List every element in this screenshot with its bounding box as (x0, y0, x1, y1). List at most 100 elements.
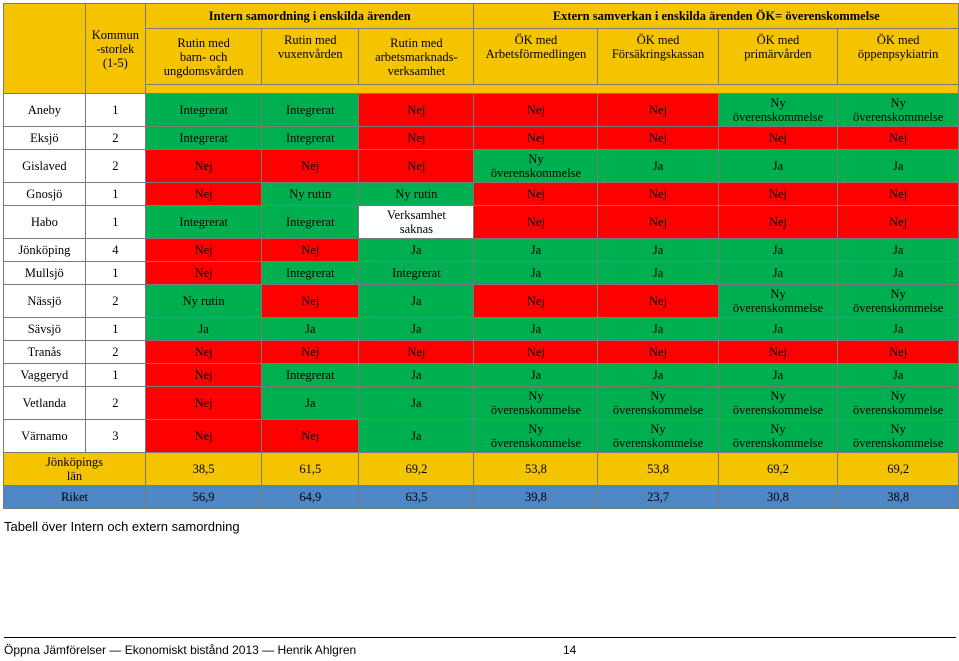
header-primarvarden: ÖK med primärvården (717, 28, 839, 85)
status-cell: Nej (144, 340, 263, 364)
kommun-size: 4 (84, 238, 146, 262)
kommun-name: Mullsjö (3, 261, 86, 285)
status-cell: Nej (717, 182, 839, 206)
footer-divider (4, 637, 956, 638)
status-cell: Ja (837, 261, 959, 285)
status-cell: Ja (358, 284, 475, 318)
table-row: Jönköping 4 Nej Nej Ja Ja Ja Ja Ja (3, 238, 959, 262)
status-cell: Ny överenskommelse (473, 149, 599, 183)
status-cell: Ja (717, 261, 839, 285)
status-cell: Nej (144, 238, 263, 262)
corner-cell (3, 3, 86, 94)
table-row: Värnamo 3 Nej Nej Ja Ny överenskommelse Ny öve… (3, 419, 959, 453)
status-cell: Verksamhet saknas (358, 205, 475, 239)
status-cell: Ja (717, 363, 839, 387)
status-cell: Ja (473, 238, 599, 262)
status-cell: Nej (261, 284, 360, 318)
status-cell: Nej (144, 261, 263, 285)
status-cell: Ja (837, 363, 959, 387)
status-cell: Ny överenskommelse (837, 419, 959, 453)
table-row: Vaggeryd 1 Nej Integrerat Ja Ja Ja Ja Ja (3, 363, 959, 387)
status-cell: Nej (837, 126, 959, 150)
kommun-size: 1 (84, 182, 146, 206)
status-cell: Nej (261, 419, 360, 453)
status-cell: Integrerat (261, 126, 360, 150)
status-cell: Ny överenskommelse (717, 93, 839, 127)
status-cell: Ja (717, 317, 839, 341)
status-cell: Nej (358, 340, 475, 364)
kommun-name: Vetlanda (3, 386, 86, 420)
status-cell: Nej (717, 340, 839, 364)
kommun-name: Gnosjö (3, 182, 86, 206)
table-caption: Tabell över Intern och extern samordning (4, 519, 240, 534)
status-cell: Ja (597, 149, 719, 183)
status-cell: Integrerat (261, 363, 360, 387)
table-row: Habo 1 Integrerat Integrerat Verksamhet sakn… (3, 205, 959, 239)
summary-label: Riket (3, 485, 146, 509)
summary-value: 61,5 (261, 452, 360, 486)
footer-text: Öppna Jämförelser — Ekonomiskt bistånd 2… (4, 643, 357, 657)
summary-value: 64,9 (261, 485, 360, 509)
kommun-size: 2 (84, 284, 146, 318)
table-row: Gislaved 2 Nej Nej Nej Ny överenskommelse Ja Ja… (3, 149, 959, 183)
header-arbetsmarknad: Rutin med arbetsmarknads- verksamhet (358, 28, 475, 85)
status-cell: Integrerat (261, 205, 360, 239)
table-row: Tranås 2 Nej Nej Nej Nej Nej Nej Nej (3, 340, 959, 364)
kommun-size: 2 (84, 126, 146, 150)
status-cell: Ny rutin (144, 284, 263, 318)
status-cell: Ja (837, 317, 959, 341)
status-cell: Ny rutin (261, 182, 360, 206)
status-cell: Nej (597, 93, 719, 127)
status-cell: Nej (144, 419, 263, 453)
status-cell: Nej (144, 386, 263, 420)
lan-summary-row: Jönköpings län 38,5 61,5 69,2 53,8 53,8 69,2 69… (3, 452, 959, 486)
status-cell: Nej (473, 126, 599, 150)
status-cell: Ja (717, 238, 839, 262)
status-cell: Ja (358, 419, 475, 453)
status-cell: Integrerat (261, 93, 360, 127)
summary-value: 30,8 (717, 485, 839, 509)
status-cell: Nej (837, 340, 959, 364)
status-cell: Nej (144, 363, 263, 387)
status-cell: Nej (473, 93, 599, 127)
status-cell: Ny överenskommelse (597, 386, 719, 420)
status-cell: Ja (837, 149, 959, 183)
status-cell: Nej (837, 205, 959, 239)
status-cell: Nej (597, 182, 719, 206)
kommun-name: Nässjö (3, 284, 86, 318)
kommun-size: 3 (84, 419, 146, 453)
table-row: Gnosjö 1 Nej Ny rutin Ny rutin Nej Nej Nej Nej (3, 182, 959, 206)
status-cell: Ny överenskommelse (837, 284, 959, 318)
status-cell: Nej (473, 182, 599, 206)
status-cell: Nej (473, 284, 599, 318)
status-cell: Ja (261, 317, 360, 341)
status-cell: Ja (261, 386, 360, 420)
status-cell: Ja (473, 261, 599, 285)
summary-value: 23,7 (597, 485, 719, 509)
summary-value: 53,8 (597, 452, 719, 486)
status-cell: Ny överenskommelse (473, 386, 599, 420)
page-number: 14 (563, 643, 577, 657)
status-cell: Nej (473, 340, 599, 364)
header-extern-group: Extern samverkan i enskilda ärenden ÖK= … (473, 3, 959, 29)
status-cell: Ny överenskommelse (837, 93, 959, 127)
status-cell: Nej (261, 340, 360, 364)
status-cell: Nej (597, 340, 719, 364)
kommun-size: 1 (84, 363, 146, 387)
summary-label: Jönköpings län (3, 452, 146, 486)
status-cell: Ny överenskommelse (837, 386, 959, 420)
kommun-size: 2 (84, 386, 146, 420)
header-kommun-storlek: Kommun -storlek (1-5) (84, 3, 146, 94)
kommun-name: Gislaved (3, 149, 86, 183)
header-arbetsformedlingen: ÖK med Arbetsförmedlingen (473, 28, 599, 85)
kommun-name: Vaggeryd (3, 363, 86, 387)
table-row: Sävsjö 1 Ja Ja Ja Ja Ja Ja Ja (3, 317, 959, 341)
table-row: Aneby 1 Integrerat Integrerat Nej Nej Nej Ny öv… (3, 93, 959, 127)
status-cell: Ny överenskommelse (717, 419, 839, 453)
status-cell: Integrerat (144, 205, 263, 239)
summary-value: 63,5 (358, 485, 475, 509)
riket-summary-row: Riket 56,9 64,9 63,5 39,8 23,7 30,8 38,8 (3, 485, 959, 509)
kommun-name: Sävsjö (3, 317, 86, 341)
status-cell: Ny rutin (358, 182, 475, 206)
status-cell: Integrerat (261, 261, 360, 285)
